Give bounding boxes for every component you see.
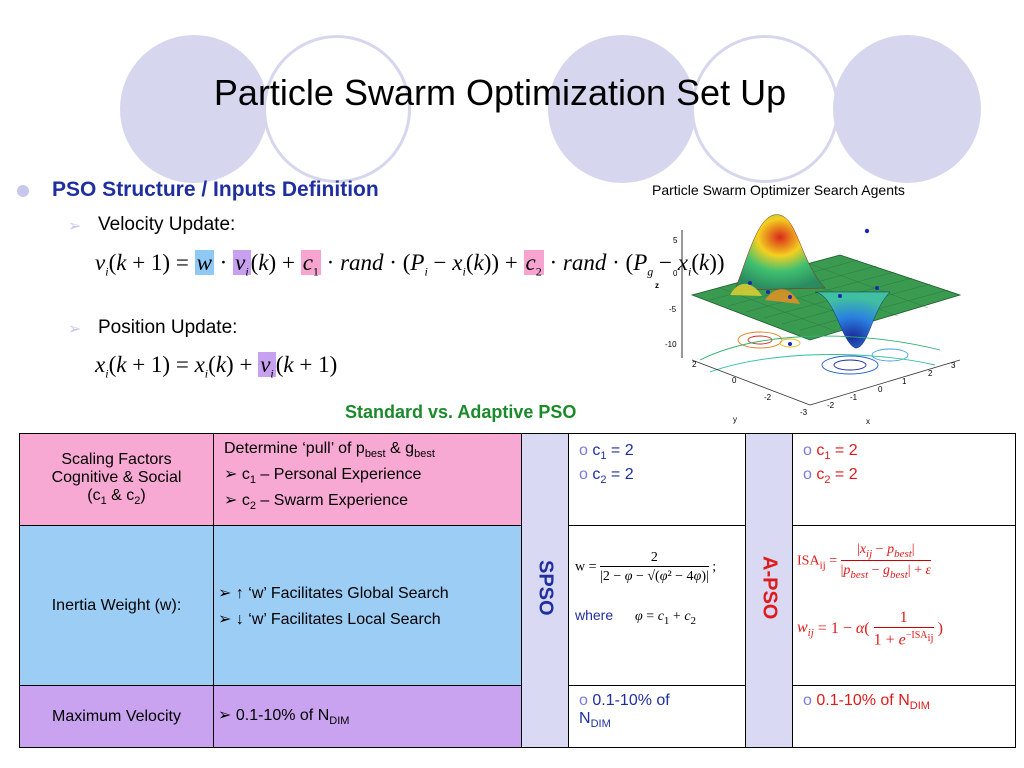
wij-equation: wij = 1 − α( 1 1 + e−ISAij ) xyxy=(797,608,943,648)
isa-equation: ISAij = |xij − pbest| |pbest − gbest| + … xyxy=(797,542,932,581)
position-equation: xi(k + 1) = xi(k) + vi(k + 1) xyxy=(95,352,338,381)
agent-dot xyxy=(788,295,792,299)
arrow-bullet-icon: ➢ xyxy=(68,321,82,338)
surface-bump-mid xyxy=(765,289,800,304)
z-tick: -5 xyxy=(669,305,677,314)
agent-dot xyxy=(788,342,792,346)
spso-inertia-formula: w = 2 |2 − φ − √(φ² − 4φ)| ; where φ = c… xyxy=(568,525,746,686)
spso-label: SPSO xyxy=(534,560,557,616)
agent-dot xyxy=(748,281,752,285)
x-axis-line xyxy=(809,359,961,406)
table-row: Maximum Velocity ➢ 0.1-10% of NDIM o 0.1… xyxy=(19,685,1016,748)
x-tick: 3 xyxy=(951,361,956,370)
z-tick: 0 xyxy=(673,269,678,278)
desc-inertia-weight: ➢ ↑ ‘w’ Facilitates Global Search ➢ ↓ ‘w… xyxy=(213,525,522,686)
param-inertia-weight: Inertia Weight (w): xyxy=(19,525,214,686)
y-axis-line xyxy=(691,359,811,406)
param-scaling-factors: Scaling Factors Cognitive & Social (c1 &… xyxy=(19,433,214,526)
y-axis-label: y xyxy=(733,415,737,424)
agent-dot xyxy=(766,290,770,294)
x-tick: -3 xyxy=(800,408,808,417)
z-tick: 5 xyxy=(673,236,678,245)
x-tick: 0 xyxy=(878,385,883,394)
spso-weight-equation: w = 2 |2 − φ − √(φ² − 4φ)| ; xyxy=(575,550,717,584)
spso-max-velocity: o 0.1-10% of NDIM xyxy=(568,685,746,748)
surface-bump-left xyxy=(730,283,762,296)
y-tick: 0 xyxy=(732,376,737,385)
contour-map xyxy=(699,331,941,375)
velocity-label: Velocity Update: xyxy=(98,214,236,235)
slide-title: Particle Swarm Optimization Set Up xyxy=(213,72,787,113)
where-label: where xyxy=(575,607,614,623)
apso-label-cell: A-PSO xyxy=(745,433,793,748)
velocity-equation: vi(k + 1) = w · vi(k) + c1 · rand · (Pi … xyxy=(95,250,725,279)
x-tick: -1 xyxy=(850,393,858,402)
decor-circle-3 xyxy=(548,35,696,183)
apso-max-velocity: o 0.1-10% of NDIM xyxy=(792,685,1016,748)
z-axis-label: z xyxy=(655,281,659,290)
z-tick: -10 xyxy=(665,340,677,349)
surface-plot: 5 0 -5 -10 z 2 0 -2 y -3 -2 -1 0 1 2 3 x xyxy=(655,214,962,426)
x-tick: 1 xyxy=(902,377,907,386)
decor-circle-5 xyxy=(833,35,981,183)
agent-dot xyxy=(864,228,870,234)
y-tick: 2 xyxy=(692,360,697,369)
section-heading: PSO Structure / Inputs Definition xyxy=(52,178,379,201)
surface-pit xyxy=(814,291,891,349)
spso-label-cell: SPSO xyxy=(521,433,569,748)
bullet-dot-icon xyxy=(17,185,29,197)
decor-circle-1 xyxy=(120,35,268,183)
desc-max-velocity: ➢ 0.1-10% of NDIM xyxy=(213,685,522,748)
y-tick: -2 xyxy=(764,393,772,402)
param-max-velocity: Maximum Velocity xyxy=(19,685,214,748)
agent-dot xyxy=(875,286,879,290)
x-tick: -2 xyxy=(827,401,835,410)
apso-label: A-PSO xyxy=(758,556,781,620)
arrow-bullet-icon: ➢ xyxy=(68,218,82,235)
desc-scaling-factors: Determine ‘pull’ of pbest & gbest ➢ c1 –… xyxy=(213,433,522,526)
table-row: Inertia Weight (w): ➢ ↑ ‘w’ Facilitates … xyxy=(19,525,1016,686)
comparison-title: Standard vs. Adaptive PSO xyxy=(345,402,577,422)
search-agents xyxy=(748,228,879,346)
apso-inertia-formula: ISAij = |xij − pbest| |pbest − gbest| + … xyxy=(792,525,1016,686)
spso-scaling-values: o c1 = 2 o c2 = 2 xyxy=(568,433,746,526)
comparison-table: Scaling Factors Cognitive & Social (c1 &… xyxy=(19,433,1016,748)
surface-peak xyxy=(734,214,826,291)
agent-dot xyxy=(838,294,842,298)
apso-scaling-values: o c1 = 2 o c2 = 2 xyxy=(792,433,1016,526)
table-row: Scaling Factors Cognitive & Social (c1 &… xyxy=(19,433,1016,748)
chart-title: Particle Swarm Optimizer Search Agents xyxy=(652,182,905,198)
position-label: Position Update: xyxy=(98,317,238,338)
decor-circle-2 xyxy=(263,35,411,183)
x-axis-label: x xyxy=(866,417,870,426)
x-tick: 2 xyxy=(928,369,933,378)
